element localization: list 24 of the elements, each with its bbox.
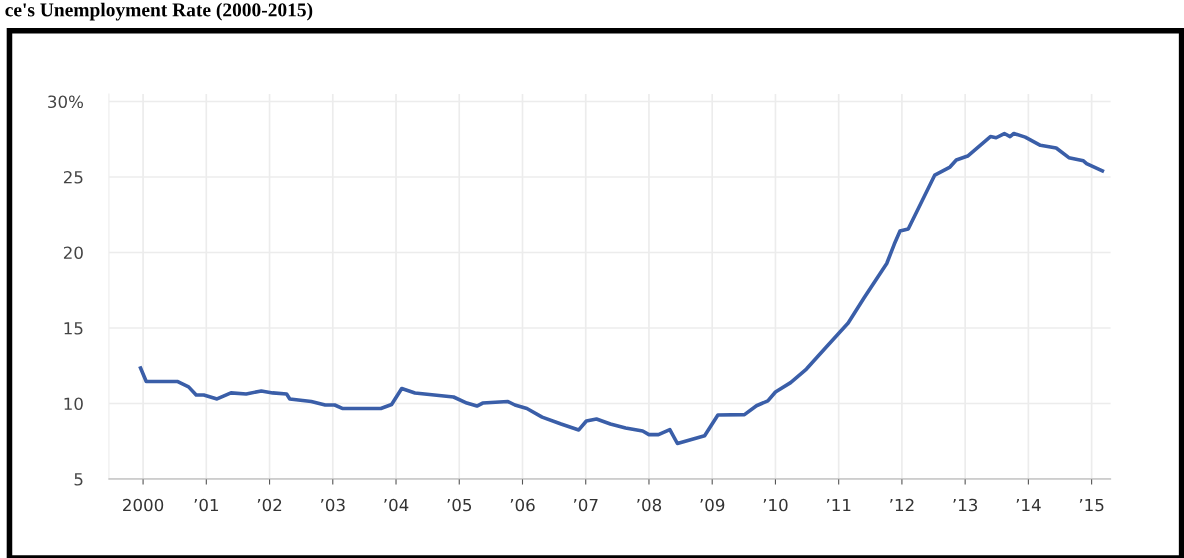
y-tick-label: 10: [64, 397, 83, 411]
x-tick-label: ’08: [637, 498, 662, 512]
x-tick-label: ’03: [320, 498, 345, 512]
x-tick-label: ’05: [447, 498, 472, 512]
x-tick-label: ’15: [1079, 498, 1104, 512]
y-tick-label: 25: [63, 170, 83, 184]
x-tick-label: ’13: [953, 498, 978, 512]
x-tick-label: ’01: [194, 498, 219, 512]
line-series: [138, 131, 1105, 446]
chart-title: ce's Unemployment Rate (2000-2015): [5, 2, 313, 21]
x-tick-label: ’07: [573, 498, 598, 512]
y-tick-label: 20: [63, 246, 83, 260]
x-tick-label: ’06: [510, 498, 535, 512]
y-tick-label: 30%: [48, 95, 84, 109]
x-tick-label: ’14: [1016, 498, 1041, 512]
x-tick-label: ’02: [257, 498, 282, 512]
y-tick-label: 5: [74, 473, 83, 486]
y-tick-label: 15: [64, 322, 83, 335]
x-tick-label: ’10: [763, 498, 788, 512]
x-tick-label: ’11: [826, 498, 851, 512]
x-tick-label: ’12: [890, 498, 914, 512]
x-tick-label: ’09: [700, 498, 725, 512]
x-tick-label: 2000: [123, 498, 164, 512]
x-tick-label: ’04: [384, 498, 409, 512]
